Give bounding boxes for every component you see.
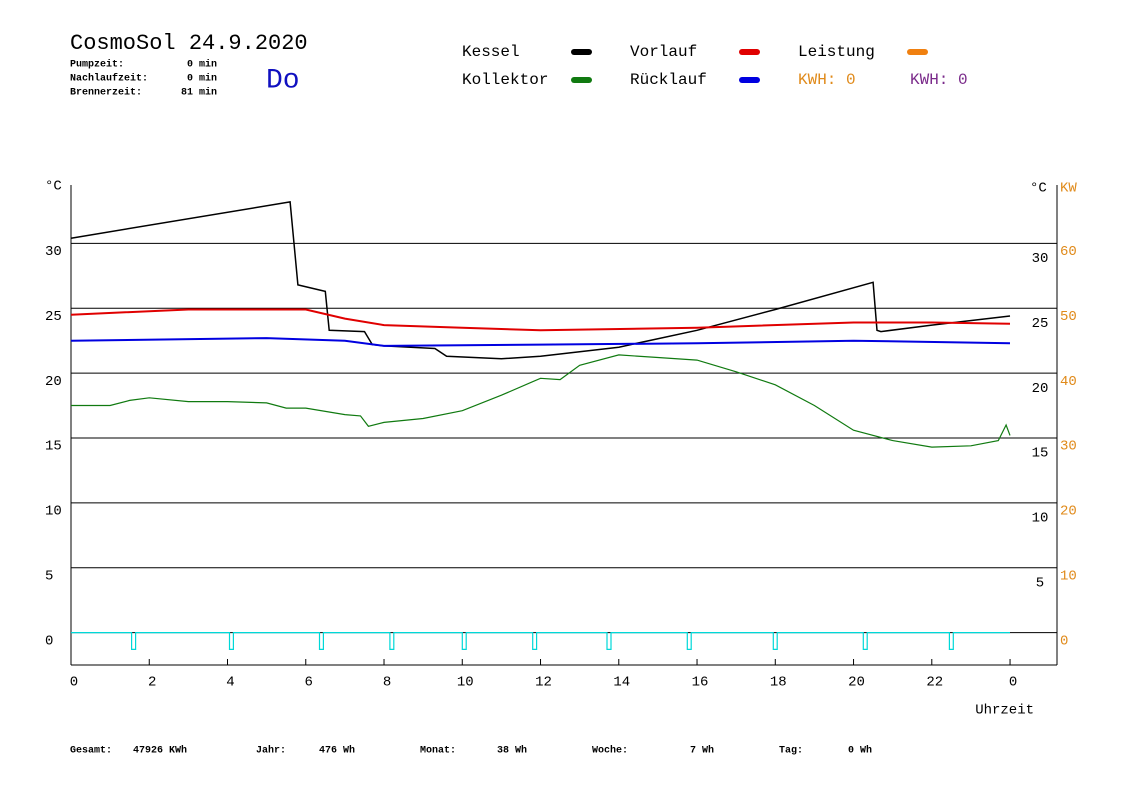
stat-value: 0 min [187,59,217,71]
y2-tick-label: 50 [1060,309,1077,325]
y-tick-label-right: 15 [1032,446,1049,462]
weekday: Do [266,65,300,96]
x-tick-label: 2 [148,675,156,691]
title: CosmoSol 24.9.2020 [70,31,308,56]
y2-tick-label: 40 [1060,374,1077,390]
footer-label: Gesamt: [70,746,112,757]
legend-label: Vorlauf [630,43,697,61]
y-unit: °C [45,179,62,195]
x-tick-label: 0 [70,675,78,691]
y2-tick-label: 60 [1060,244,1077,260]
x-tick-label: 6 [305,675,313,691]
y-tick-label: 0 [45,633,53,649]
y-unit-right: °C [1030,181,1047,197]
y2-tick-label: 30 [1060,439,1077,455]
stat-label: Pumpzeit: [70,59,124,71]
y2-tick-label: 20 [1060,504,1077,520]
y2-tick-label: 0 [1060,633,1068,649]
y-tick-label-right: 5 [1036,575,1044,591]
footer-label: Jahr: [256,745,286,757]
x-tick-label: 22 [926,675,943,691]
stat-value: 81 min [181,87,217,99]
x-label: Uhrzeit [975,703,1034,719]
footer-value: 0 Wh [848,745,872,757]
y-tick-label: 10 [45,504,62,520]
footer-label: Woche: [592,745,628,757]
stat-value: 0 min [187,73,217,85]
footer-label: Tag: [779,746,803,757]
kwh: KWH: 0 [798,71,856,89]
x-tick-label: 12 [535,675,552,691]
x-tick-label: 18 [770,675,787,691]
series-line [70,308,1011,332]
y2-unit: KW [1060,181,1077,197]
x-tick-label: 0 [1009,675,1017,691]
y-tick-label: 5 [45,568,53,584]
series-line [70,337,1011,347]
legend-label: Kessel [462,43,520,61]
stat-label: Brennerzeit: [70,87,142,99]
footer-value: 476 Wh [319,745,355,757]
y-tick-label: 20 [45,374,62,390]
series-line [71,354,1011,448]
y-tick-label: 15 [45,439,62,455]
footer-value: 47926 KWh [133,745,187,757]
x-tick-label: 8 [383,675,391,691]
y-tick-label: 30 [45,244,62,260]
footer-value: 38 Wh [497,745,527,757]
x-tick-label: 4 [226,675,234,691]
x-tick-label: 20 [848,675,865,691]
legend-label: Kollektor [462,71,548,89]
x-tick-label: 16 [692,675,709,691]
footer-label: Monat: [420,746,456,757]
series-line [71,632,1010,650]
y-tick-label: 25 [45,309,62,325]
kwh: KWH: 0 [910,71,968,89]
x-tick-label: 10 [457,675,474,691]
y-tick-label-right: 30 [1032,251,1049,267]
x-tick-label: 14 [613,675,630,691]
y-tick-label-right: 25 [1032,316,1049,332]
legend-label: Rücklauf [630,71,707,89]
y2-tick-label: 10 [1060,568,1077,584]
stat-label: Nachlaufzeit: [70,73,148,85]
footer-value: 7 Wh [690,745,714,757]
y-tick-label-right: 20 [1032,381,1049,397]
series-line [70,201,1011,360]
legend-label: Leistung [798,43,875,61]
y-tick-label-right: 10 [1032,511,1049,527]
